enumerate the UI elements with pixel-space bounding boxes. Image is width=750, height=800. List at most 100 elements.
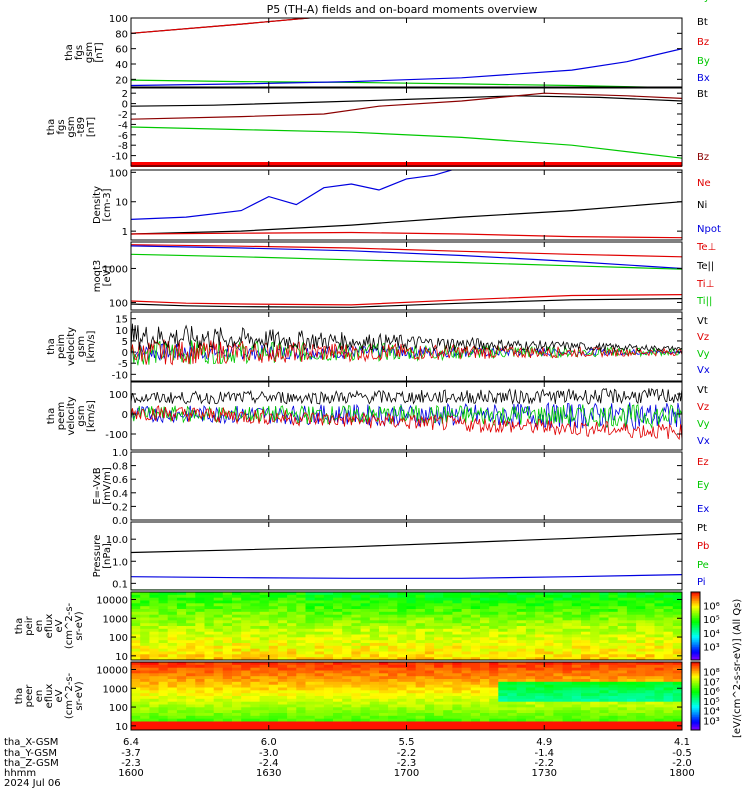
colorbar-step (691, 702, 700, 705)
x-tick-label: 4.9 (536, 737, 552, 748)
x-tick-label: 5.5 (399, 737, 415, 748)
series-vt-trace (131, 388, 682, 405)
x-tick-label: 1700 (394, 768, 419, 779)
y-axis-label: [eV] (102, 266, 113, 287)
colorbar-step (691, 718, 700, 721)
legend-vz: Vz (697, 332, 709, 343)
colorbar-step (691, 600, 700, 603)
y-axis-label: tha (64, 44, 75, 60)
legend-ti: Ti⊥ (696, 279, 714, 290)
y-tick-label: 5 (122, 337, 128, 348)
legend-vz: Vz (697, 402, 709, 413)
colorbar-step (691, 690, 700, 694)
colorbar-step (691, 607, 700, 610)
series-by-line (131, 126, 682, 159)
series-bt-line (131, 95, 682, 107)
y-tick-label: 0.8 (112, 462, 128, 473)
y-axis-label: [nT] (94, 42, 105, 62)
colorbar-step (691, 668, 700, 671)
x-tick-label: -3.0 (259, 748, 279, 759)
spectrogram (131, 662, 682, 730)
legend-vt: Vt (697, 385, 708, 396)
y-axis-label: en (34, 690, 45, 703)
y-axis-label: (cm^2-s- (64, 672, 75, 719)
x-axis-row-label: tha_X-GSM (4, 737, 58, 748)
y-tick-label: -10 (112, 370, 128, 381)
y-axis-label: peim (56, 334, 67, 359)
y-tick-label: -2 (118, 110, 128, 121)
colorbar-step (691, 639, 700, 642)
y-tick-label: 20 (115, 75, 128, 86)
y-tick-label: 1000 (103, 684, 128, 695)
panel-frame (130, 451, 683, 521)
panel-9: 10 100 1000 10000 tha peir en eflux eV (cm^2-s-sr… (14, 591, 683, 663)
colorbar-tick-label: 10⁶ (703, 602, 720, 613)
colorbar-step (691, 615, 700, 618)
panel-frame (130, 169, 683, 241)
colorbar-step (691, 663, 700, 666)
x-axis-row-label: tha_Y-GSM (4, 748, 57, 759)
y-tick-label: 10 (115, 326, 128, 337)
colorbar-step (691, 658, 700, 661)
x-tick-label: 4.1 (674, 737, 690, 748)
y-axis-label: velocity (66, 396, 77, 435)
colorbar-step (691, 651, 700, 654)
y-tick-label: 0.4 (112, 489, 128, 500)
x-tick-label: -2.3 (121, 758, 141, 769)
colorbar-tick-label: 10³ (703, 642, 720, 653)
colorbar-step (691, 609, 700, 612)
y-tick-label: -4 (118, 120, 128, 131)
colorbar-step (691, 704, 700, 707)
series-bz-line (131, 18, 316, 34)
y-tick-label: -6 (118, 131, 128, 142)
colorbar-step (691, 696, 700, 699)
legend-bt: Bt (697, 17, 708, 28)
colorbar-step (691, 641, 700, 644)
y-axis-label: eV (54, 619, 65, 632)
y-axis-label: sr-eV) (74, 681, 85, 710)
colorbar-step (691, 713, 700, 716)
y-axis-label: [nT] (86, 117, 97, 137)
colorbar-step (691, 699, 700, 702)
colorbar-step (691, 679, 700, 682)
colorbar-step (691, 654, 700, 658)
legend-ni: Ni (697, 200, 707, 211)
x-tick-label: -1.4 (534, 748, 554, 759)
colorbar-step (691, 598, 700, 601)
y-tick-label: 60 (115, 45, 128, 56)
colorbar-step (691, 626, 700, 629)
colorbar-step (691, 685, 700, 688)
y-tick-label: 0.1 (112, 579, 128, 590)
colorbar-tick-label: 10⁷ (703, 677, 720, 688)
y-tick-label: -8 (118, 141, 128, 152)
y-axis-label: en (34, 620, 45, 633)
colorbar-step (691, 614, 700, 617)
colorbar-step (691, 631, 700, 634)
y-tick-label: 10000 (96, 595, 128, 606)
colorbar-step (691, 665, 700, 668)
colorbar-step (691, 680, 700, 683)
y-tick-label: -100 (105, 430, 128, 441)
colorbar-step (691, 644, 700, 647)
colorbar-step (691, 692, 700, 695)
y-tick-label: 100 (109, 703, 128, 714)
colorbar-step (691, 632, 700, 635)
y-axis-label: eflux (44, 684, 55, 709)
x-tick-label: -3.7 (121, 748, 141, 759)
colorbar-step (691, 610, 700, 613)
x-tick-label: -0.5 (672, 748, 692, 759)
colorbar-step (691, 636, 700, 639)
colorbar-step (691, 597, 700, 600)
colorbar-step (691, 656, 700, 659)
colorbar-step (691, 602, 700, 605)
colorbar-step (691, 675, 700, 678)
legend-pi: Pi (697, 577, 706, 588)
y-axis-label: peer (24, 684, 35, 708)
y-axis-label: sr-eV) (74, 611, 85, 640)
y-axis-label: eflux (44, 614, 55, 639)
colorbar-step (691, 682, 700, 685)
legend-ne: Ne (697, 178, 711, 189)
legend-pb: Pb (697, 541, 709, 552)
